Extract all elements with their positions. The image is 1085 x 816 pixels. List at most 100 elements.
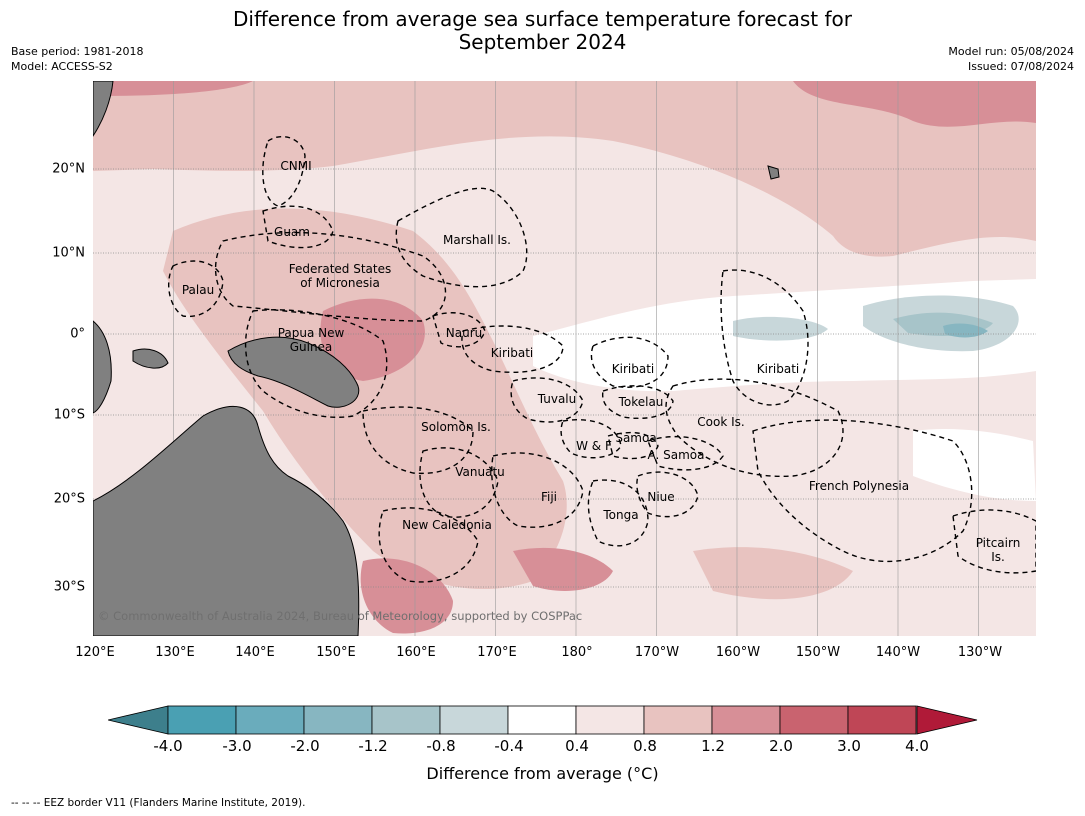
lat-tick: 20°S [53,491,85,507]
label-png-line1: Papua New [277,326,345,340]
eez-kiribati-line [720,269,809,406]
colorbar-tick: 4.0 [905,737,929,755]
hot-patch-png [320,298,425,381]
colorbar-cell [303,705,373,735]
colorbar-cell [847,705,917,735]
label-tuvalu: Tuvalu [537,392,577,406]
coolest-patch-east [943,323,988,338]
eez-niue [636,471,699,518]
warm-patch-ne [833,176,1036,257]
label-kiribati-west: Kiribati [490,346,534,360]
label-tonga: Tonga [603,508,639,522]
issued-date: Issued: 07/08/2024 [967,60,1074,73]
label-new-caledonia: New Caledonia [402,518,492,532]
land-australia [93,406,360,636]
eez-borders [167,136,1036,583]
lon-tick: 130°W [957,645,1003,660]
colorbar-extend-high [916,705,978,735]
lat-tick: 10°N [52,245,85,261]
lon-tick: 150°W [795,645,841,660]
eez-solomon [362,406,474,475]
hot-patch-south-1 [360,558,453,634]
lat-tick: 20°N [52,161,85,177]
sst-anomaly-map [93,81,1036,636]
eez-tonga [587,479,649,547]
colorbar-tick: -2.0 [290,737,320,755]
colorbar-cell [575,705,645,735]
colorbar-tick: 0.8 [633,737,657,755]
eez-french-polynesia [752,419,973,563]
eez-guam [262,205,334,249]
label-palau: Palau [181,283,215,297]
label-png: Papua New Guinea [278,326,345,354]
land-philippines [93,81,114,137]
lat-tick: 0° [70,326,85,342]
colorbar-tick: -1.2 [358,737,388,755]
label-solomon: Solomon Is. [421,420,491,434]
label-kiribati-central: Kiribati [611,362,655,376]
label-fiji: Fiji [540,490,558,504]
lon-tick: 140°W [875,645,921,660]
eez-cnmi [262,136,306,207]
lon-tick: 140°E [235,645,275,660]
lon-tick: 120°E [75,645,115,660]
label-guam: Guam [274,225,310,239]
hot-patch-south-2 [513,547,613,591]
land-hawaii [767,165,780,180]
colorbar-tick: -0.8 [426,737,456,755]
label-fsm-line2: of Micronesia [300,276,380,290]
colorbar-tick: 1.2 [701,737,725,755]
colorbar-cell [439,705,509,735]
colorbar-tick: 2.0 [769,737,793,755]
neutral-patch-se [913,429,1036,501]
chart-title: Difference from average sea surface temp… [0,8,1085,54]
eez-vanuatu [419,447,499,518]
colorbar-label: Difference from average (°C) [426,764,659,783]
colorbar-cell [167,705,237,735]
lon-tick: 170°E [477,645,517,660]
label-wf: W & F [576,439,612,453]
lon-tick: 160°W [715,645,761,660]
eez-new-caledonia [378,507,479,583]
lon-tick: 130°E [155,645,195,660]
colorbar-extend-low [108,705,169,735]
colorbar-tick: -0.4 [494,737,524,755]
lat-tick: 10°S [53,407,85,423]
lon-tick: 160°E [396,645,436,660]
colorbar [108,705,978,735]
hot-patch-nw [103,81,253,96]
land-new-guinea [227,336,360,408]
colorbar-tick: -3.0 [222,737,252,755]
colorbar-tick: -4.0 [153,737,183,755]
lon-tick: 170°W [634,645,680,660]
meta-right: Model run: 05/08/2024 Issued: 07/08/2024 [948,44,1074,74]
warm-pool-west [163,208,567,590]
label-marshall: Marshall Is. [443,233,511,247]
label-cnmi: CNMI [280,159,312,173]
label-png-line2: Guinea [289,340,333,354]
label-fsm-line1: Federated States [288,262,392,276]
colorbar-tick: 3.0 [837,737,861,755]
hot-band-north [93,81,1036,127]
cool-patch-central [733,316,828,341]
label-pitcairn-line2: Is. [991,550,1005,564]
label-tokelau: Tokelau [618,395,664,409]
eez-wf [560,419,622,459]
lon-tick: 150°E [316,645,356,660]
colorbar-cell [371,705,441,735]
colorbar-cells [167,705,917,735]
land-masses [93,81,780,636]
label-vanuatu: Vanuatu [455,465,505,479]
eez-png [244,309,388,418]
colorbar-cell [235,705,305,735]
warm-band-north [93,81,1036,236]
eez-marshall [395,187,528,288]
title-line-1: Difference from average sea surface temp… [232,7,852,31]
eez-pitcairn [952,509,1036,574]
eez-palau [167,260,224,318]
label-nauru: Nauru [445,326,483,340]
land-indonesia-west [93,320,112,414]
label-pitcairn: Pitcairn Is. [976,536,1021,564]
eez-tokelau [601,385,674,419]
colorbar-cell [507,705,577,735]
